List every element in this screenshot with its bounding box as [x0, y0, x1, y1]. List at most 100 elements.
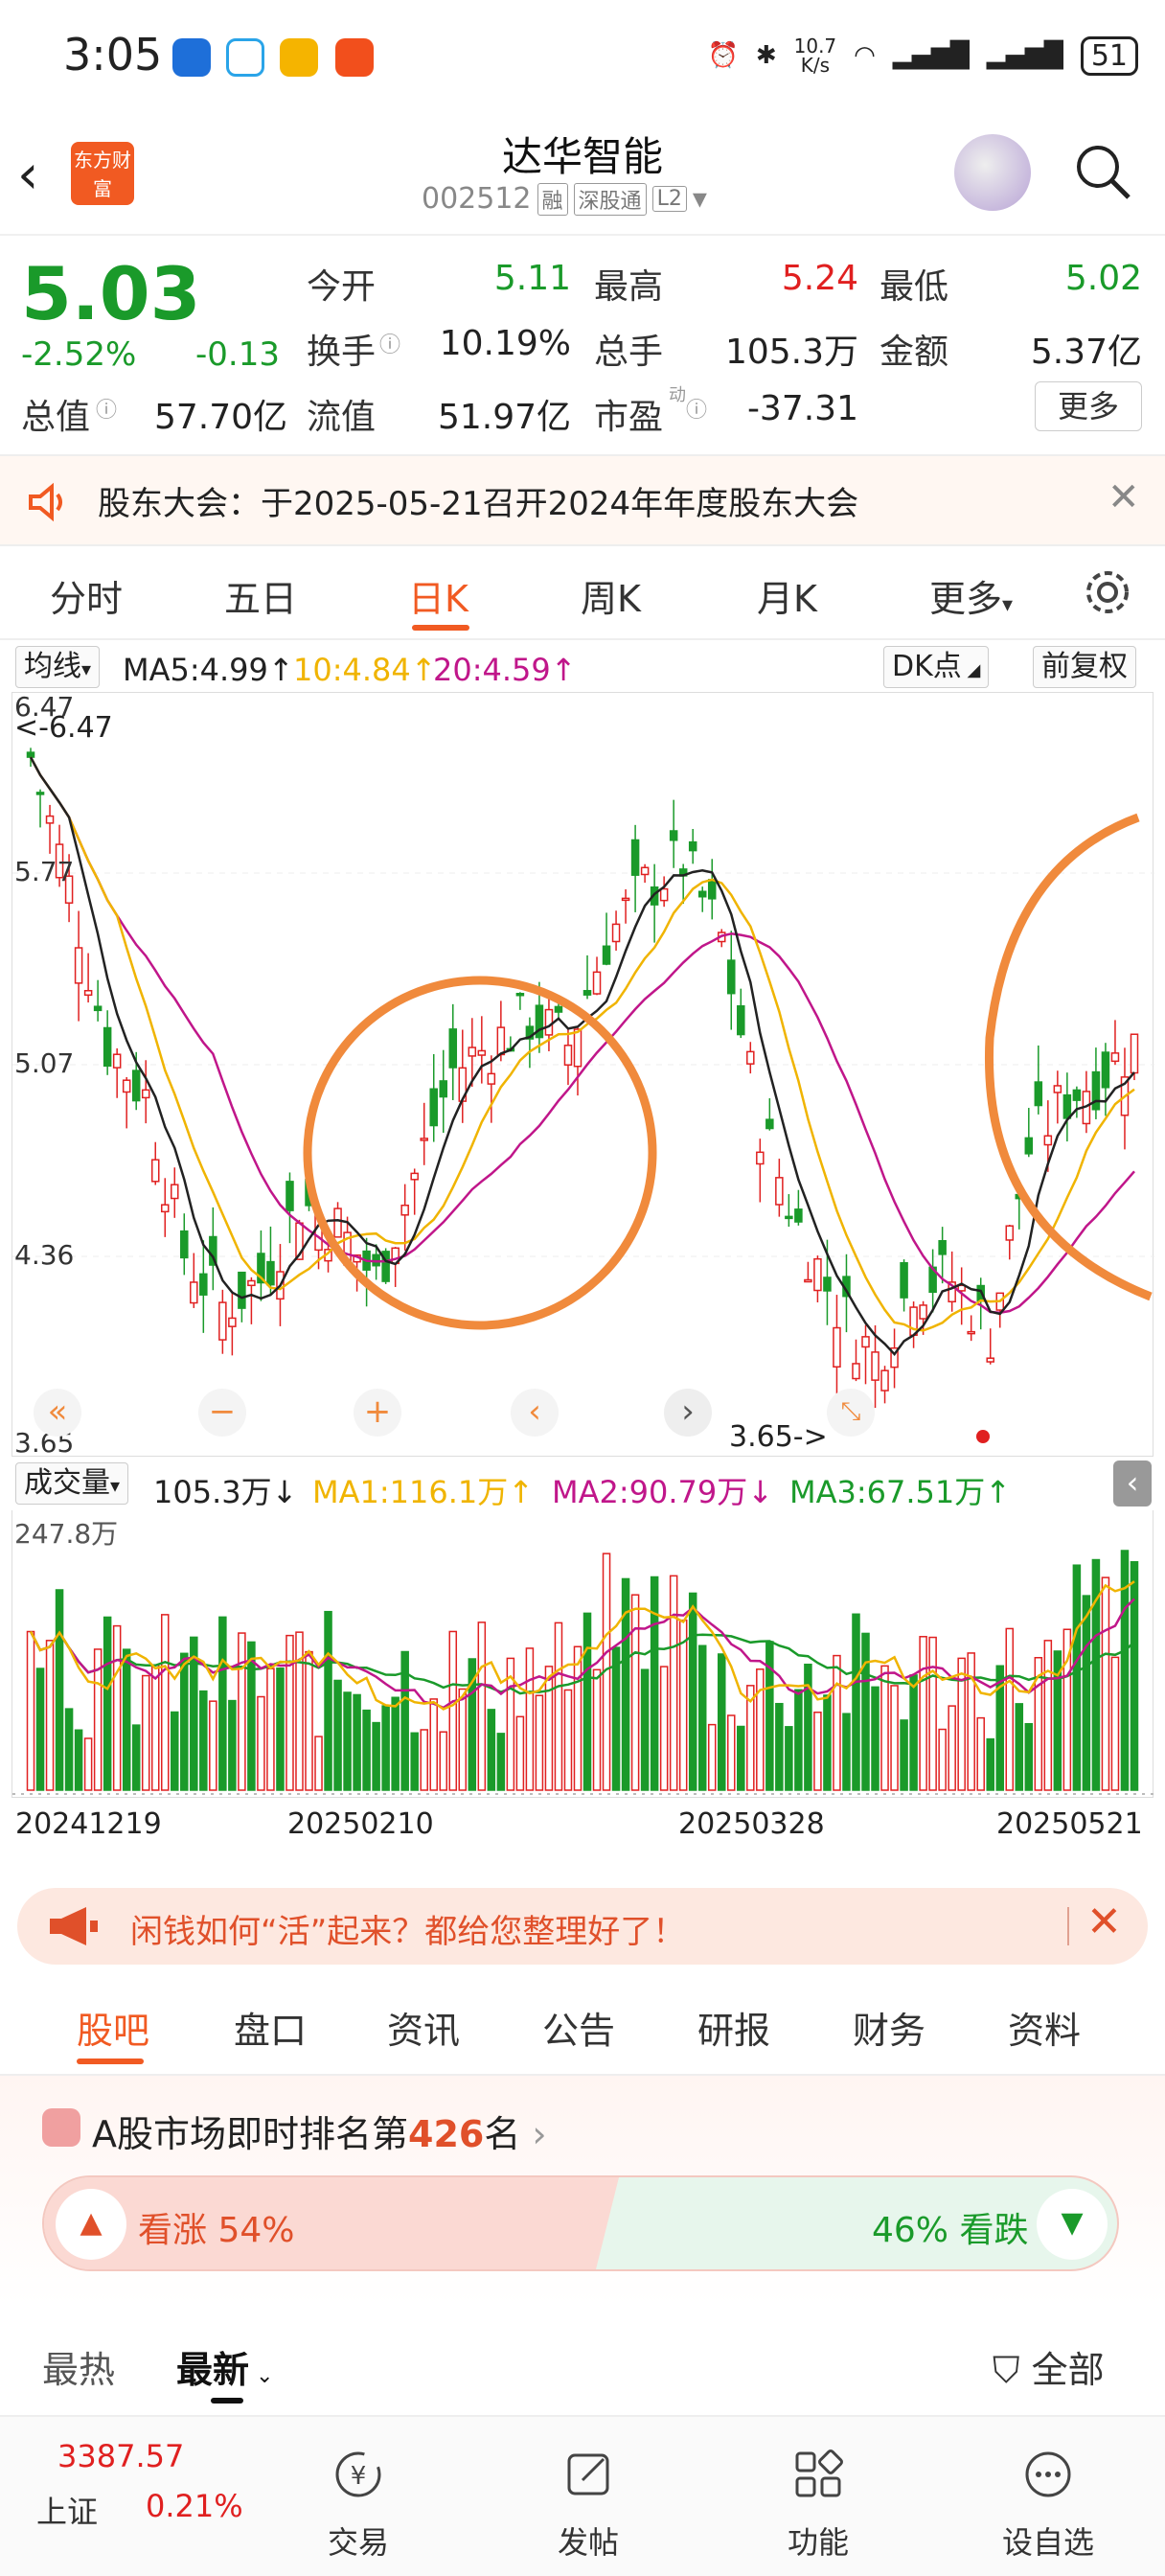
- volume-bar: [429, 1698, 438, 1791]
- settings-icon[interactable]: [1083, 567, 1132, 617]
- volume-bar: [1091, 1558, 1101, 1791]
- rank-text[interactable]: A股市场即时排名第426名 ›: [92, 2113, 547, 2155]
- tab-weekly-k[interactable]: 周K: [581, 578, 641, 620]
- candle: [131, 1070, 141, 1102]
- volume-bar: [756, 1668, 765, 1791]
- promo-text: 闲钱如何“活”起来？都给您整理好了！: [130, 1913, 686, 1951]
- volume-chart[interactable]: 247.8万: [11, 1510, 1154, 1798]
- candle: [266, 1260, 275, 1286]
- more-button[interactable]: 更多: [1035, 381, 1142, 431]
- volume-selector[interactable]: 成交量▾: [15, 1462, 129, 1505]
- divider: [1067, 1907, 1069, 1945]
- adjust-selector[interactable]: 前复权: [1033, 646, 1136, 688]
- tab-announcements[interactable]: 公告: [542, 2010, 616, 2052]
- candle: [45, 815, 55, 824]
- volume-bar: [1015, 1703, 1024, 1791]
- candle: [199, 1273, 208, 1296]
- fullscreen-button[interactable]: ⤡: [827, 1389, 875, 1437]
- sort-new[interactable]: 最新 ⌄: [176, 2349, 274, 2391]
- candle: [640, 866, 650, 876]
- megaphone-icon: [50, 1907, 98, 1945]
- candle: [794, 1208, 803, 1223]
- volume-bar: [150, 1665, 160, 1791]
- volume-bar: [372, 1721, 380, 1791]
- tab-daily-k[interactable]: 日K: [408, 578, 468, 620]
- axis-label-top: 6.47: [14, 693, 74, 723]
- info-icon[interactable]: ⓘ: [379, 334, 401, 357]
- tab-five-day[interactable]: 五日: [224, 578, 298, 620]
- volume-bar: [410, 1732, 419, 1791]
- bottom-nav: 3387.57 上证 0.21% ¥ 交易 发帖 功能 设自选: [0, 2415, 1165, 2576]
- index-name[interactable]: 上证: [36, 2494, 99, 2530]
- candle: [525, 1025, 535, 1040]
- tab-profile[interactable]: 资料: [1008, 2010, 1082, 2052]
- volume-bar: [506, 1657, 515, 1791]
- axis-label: 5.77: [14, 856, 74, 887]
- nav-add-watchlist[interactable]: 设自选: [981, 2446, 1115, 2563]
- filter-button[interactable]: ⛉ 全部: [993, 2349, 1105, 2391]
- index-pct[interactable]: 0.21%: [146, 2488, 243, 2524]
- notice-bar[interactable]: 股东大会：于2025-05-21召开2024年年度股东大会 ✕: [0, 454, 1165, 546]
- dk-selector[interactable]: DK点 ◢: [883, 646, 990, 688]
- nav-post[interactable]: 发帖: [521, 2446, 655, 2563]
- volume-bar: [1034, 1657, 1043, 1791]
- candle: [487, 1072, 496, 1085]
- candle: [785, 1215, 793, 1220]
- scroll-right-button[interactable]: ›: [664, 1389, 712, 1437]
- volume-bar: [976, 1716, 985, 1791]
- tab-guba[interactable]: 股吧: [77, 2010, 150, 2052]
- back-icon[interactable]: ‹: [17, 144, 39, 206]
- close-icon[interactable]: ✕: [1086, 1898, 1122, 1946]
- sort-hot[interactable]: 最热: [42, 2349, 116, 2391]
- indicator-selector[interactable]: 均线▾: [15, 646, 101, 688]
- tab-intraday[interactable]: 分时: [50, 578, 124, 620]
- volume-bar: [554, 1622, 563, 1791]
- candle: [707, 879, 717, 900]
- volume-bar: [765, 1641, 774, 1791]
- tab-more[interactable]: 更多▾: [929, 578, 1014, 620]
- tab-finance[interactable]: 财务: [853, 2010, 926, 2052]
- speaker-icon: [29, 482, 62, 522]
- volume-bar: [324, 1610, 332, 1791]
- volume-bar: [813, 1711, 822, 1791]
- bull-bar[interactable]: [44, 2177, 619, 2269]
- promo-banner[interactable]: 闲钱如何“活”起来？都给您整理好了！ ✕: [17, 1888, 1148, 1965]
- candle: [852, 1363, 860, 1380]
- down-arrow-icon[interactable]: ▼: [1037, 2189, 1108, 2260]
- volume-bar: [794, 1689, 803, 1791]
- zoom-in-button[interactable]: +: [354, 1389, 401, 1437]
- scroll-left-button[interactable]: ‹: [511, 1389, 559, 1437]
- tab-monthly-k[interactable]: 月K: [757, 578, 817, 620]
- volume-bar: [180, 1652, 189, 1791]
- nav-functions[interactable]: 功能: [751, 2446, 885, 2563]
- info-icon[interactable]: ⓘ: [686, 399, 708, 423]
- stock-code-row[interactable]: 002512 融 深股通 L2 ▾: [422, 182, 707, 216]
- robot-avatar[interactable]: [954, 134, 1031, 211]
- candle: [74, 947, 83, 984]
- tab-news[interactable]: 资讯: [387, 2010, 461, 2052]
- volume-bar: [458, 1688, 468, 1791]
- scroll-start-button[interactable]: «: [34, 1389, 81, 1437]
- info-icon[interactable]: ⓘ: [96, 399, 118, 423]
- zoom-out-button[interactable]: −: [198, 1389, 246, 1437]
- index-value[interactable]: 3387.57: [57, 2438, 185, 2474]
- candle: [141, 1089, 150, 1099]
- candle: [592, 971, 602, 995]
- collapse-panel-button[interactable]: ‹: [1113, 1460, 1152, 1506]
- annotation-circle: [984, 813, 1153, 1301]
- tab-pankou[interactable]: 盘口: [234, 2010, 308, 2052]
- volume-bar: [305, 1650, 313, 1791]
- search-icon[interactable]: [1073, 142, 1132, 201]
- candle: [180, 1230, 189, 1259]
- kline-chart[interactable]: 6.47 <-6.47 5.77 5.07 4.36 3.65 3.65-> «…: [11, 691, 1154, 1459]
- volume-bar: [93, 1648, 103, 1791]
- candles: [26, 748, 1139, 1409]
- nav-trade[interactable]: ¥ 交易: [291, 2446, 425, 2563]
- candle: [582, 990, 592, 996]
- close-icon[interactable]: ✕: [1108, 475, 1140, 519]
- volume-bar: [171, 1711, 179, 1791]
- volume-bars: [26, 1550, 1139, 1791]
- stock-name: 达华智能: [501, 133, 663, 180]
- up-arrow-icon[interactable]: ▲: [56, 2189, 126, 2260]
- tab-research[interactable]: 研报: [697, 2010, 771, 2052]
